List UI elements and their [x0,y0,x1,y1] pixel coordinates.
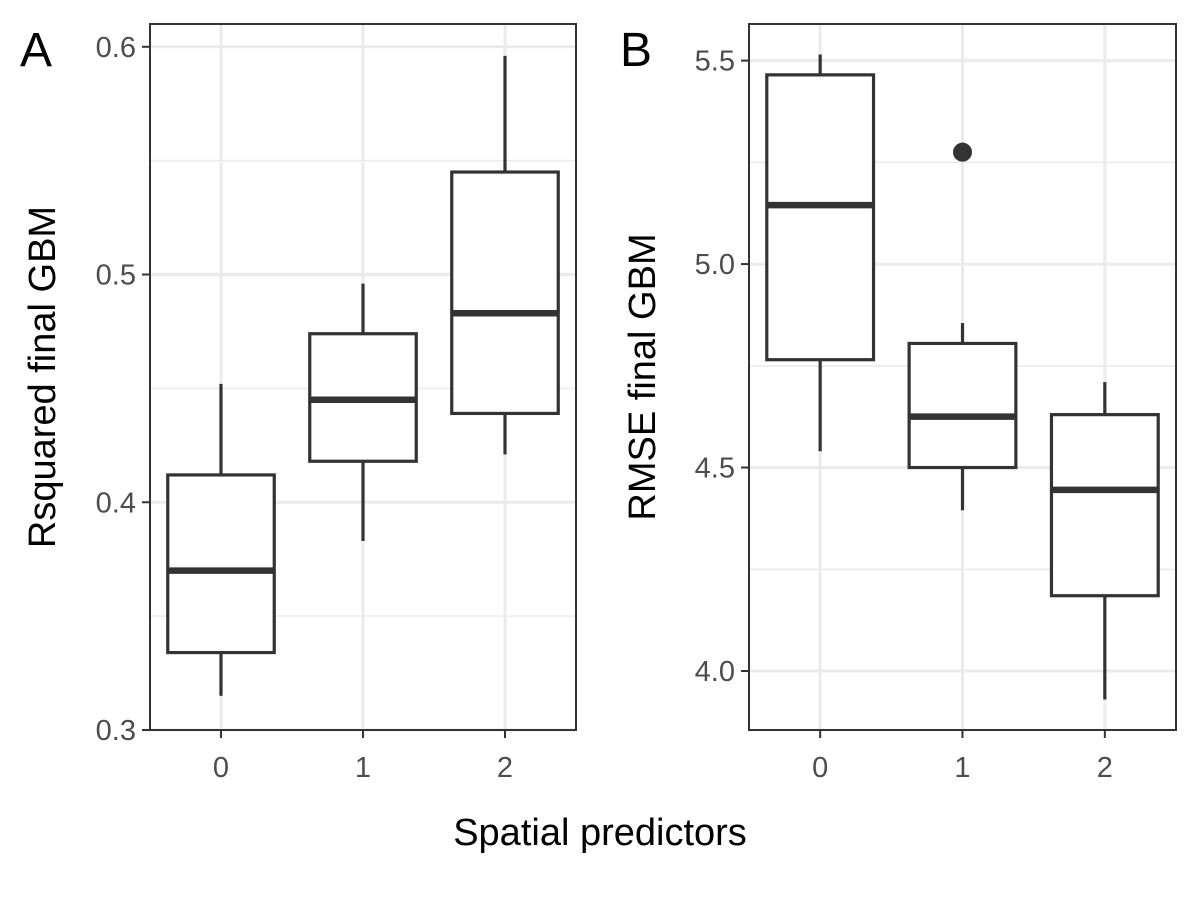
panel-label: A [20,24,52,77]
panel-label: B [620,24,652,77]
y-tick-label: 0.4 [96,487,136,519]
y-tick-label: 4.5 [695,453,735,485]
y-tick-label: 5.0 [695,249,735,281]
x-tick-label: 2 [497,752,513,784]
y-tick-label: 5.5 [695,46,735,78]
x-tick-label: 2 [1097,752,1113,784]
box-0 [765,73,876,362]
y-tick-label: 0.5 [96,260,136,292]
x-tick-label: 0 [213,752,229,784]
panel-b: 4.0 4.5 5.0 5.5 0 1 2 RMSE final GBM B [620,23,1177,784]
y-axis-title: RMSE final GBM [622,233,664,520]
y-tick-label: 0.6 [96,32,136,64]
box-1 [907,341,1018,470]
panel-a: 0.3 0.4 0.5 0.6 0 1 2 Rsquared final GBM A [20,23,577,784]
shared-x-axis-title: Spatial predictors [453,812,747,854]
box-0 [166,473,276,655]
x-tick-label: 1 [954,752,970,784]
y-tick-label: 4.0 [695,656,735,688]
x-tick-label: 1 [355,752,371,784]
x-tick-label: 0 [812,752,828,784]
y-axis-title: Rsquared final GBM [22,206,64,548]
box-2 [1049,413,1160,598]
outlier-point [953,142,972,162]
y-tick-label: 0.3 [96,715,136,747]
box-2 [450,170,560,416]
